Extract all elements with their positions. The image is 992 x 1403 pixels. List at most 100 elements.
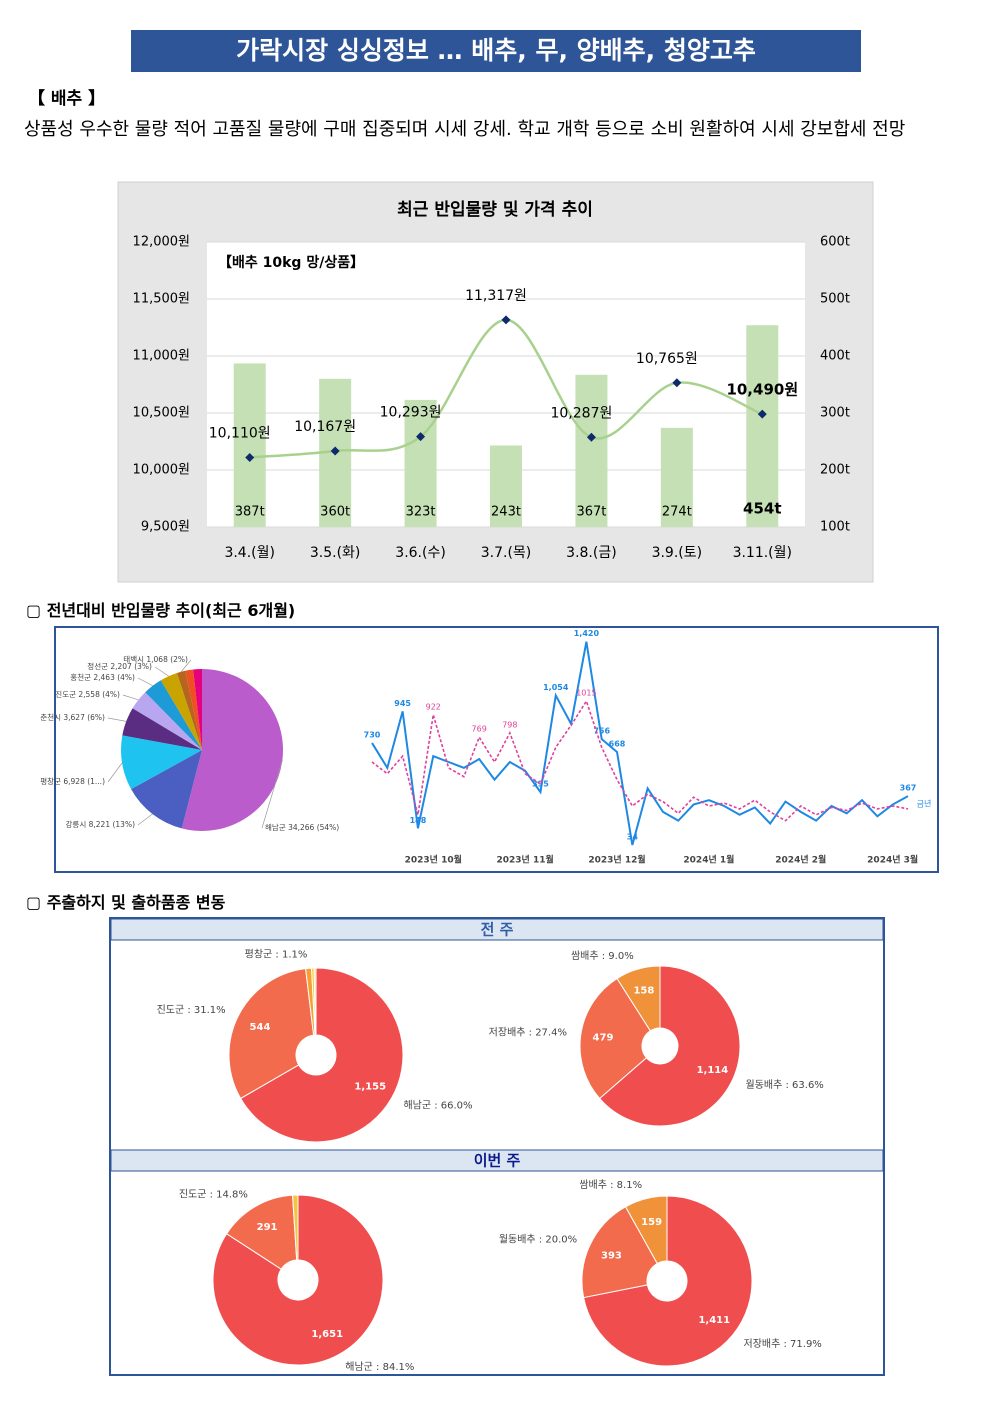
- donut-slice: [616, 965, 661, 1032]
- section-text: 상품성 우수한 물량 적어 고품질 물량에 구매 집중되며 시세 강세. 학교 …: [24, 119, 906, 140]
- price-marker: [757, 409, 767, 419]
- slice-label: 진도군 : 14.8%: [179, 1189, 248, 1201]
- leader-line: [122, 694, 139, 701]
- y-tick-label: 9,500원: [141, 520, 190, 535]
- y2-tick-label: 200t: [820, 463, 850, 478]
- bar: [746, 325, 779, 527]
- bar-label: 323t: [406, 505, 436, 520]
- pie-slice: [160, 672, 202, 750]
- bar-label: 454t: [743, 500, 781, 518]
- point-label: 945: [394, 699, 411, 708]
- y-tick-label: 10,000원: [133, 463, 190, 478]
- point-label: 148: [410, 816, 427, 825]
- annotation: 【배추 10kg 망/상품】: [218, 254, 364, 271]
- bar-label: 387t: [235, 505, 265, 520]
- bar: [404, 399, 437, 527]
- x-tick-label: 3.6.(수): [395, 545, 446, 561]
- donut-slice: [598, 965, 741, 1127]
- bar: [490, 445, 522, 527]
- slice-value: 1,114: [697, 1065, 729, 1076]
- donut-slice: [212, 1194, 384, 1366]
- price-label: 10,110원: [209, 425, 271, 441]
- series-line: [371, 699, 909, 822]
- y-tick-label: 11,000원: [133, 349, 190, 364]
- pie-slice: [145, 680, 202, 750]
- x-tick-label: 3.4.(월): [224, 545, 275, 561]
- slice-label: 저장배추 : 71.9%: [744, 1338, 822, 1350]
- point-label: 34: [627, 833, 639, 842]
- slice-label: 진도군 2,558 (4%): [55, 689, 120, 699]
- leader-line: [107, 762, 123, 783]
- point-label: 756: [593, 727, 610, 736]
- leader-line: [261, 760, 283, 829]
- price-marker: [672, 378, 682, 388]
- slice-label: 쌈배추 : 9.0%: [571, 950, 634, 962]
- point-label: 1,420: [574, 629, 600, 638]
- y2-tick-label: 300t: [820, 406, 850, 421]
- price-marker: [245, 452, 255, 462]
- x-tick-label: 3.11.(월): [733, 545, 792, 561]
- y2-tick-label: 600t: [820, 235, 850, 250]
- y2-tick-label: 500t: [820, 292, 850, 307]
- x-tick-label: 3.7.(목): [481, 545, 532, 561]
- slice-label: 쌈배추 : 8.1%: [579, 1179, 642, 1191]
- point-label: 668: [609, 740, 626, 749]
- x-tick-label: 2023년 10월: [405, 854, 462, 866]
- point-label: 730: [364, 730, 381, 739]
- panel-header: [110, 918, 884, 941]
- series-line: [371, 641, 909, 846]
- slice-value: 1,411: [698, 1315, 730, 1326]
- point-label: 367: [900, 784, 917, 793]
- donut-slice: [239, 967, 404, 1143]
- x-tick-label: 2023년 11월: [497, 854, 554, 866]
- bar: [575, 374, 608, 527]
- slice-label: 해남군 : 84.1%: [345, 1360, 414, 1373]
- price-label: 10,287원: [550, 405, 612, 421]
- pie-slice: [185, 669, 202, 750]
- slice-value: 1,651: [311, 1329, 343, 1340]
- donut-slice: [225, 1194, 298, 1270]
- bar: [233, 363, 266, 527]
- pie-slice: [193, 669, 202, 750]
- slice-label: 정선군 2,207 (3%): [87, 661, 152, 671]
- bar: [660, 427, 693, 527]
- slice-label: 진도군 : 31.1%: [157, 1004, 226, 1016]
- price-label: 10,765원: [636, 351, 698, 367]
- section-heading: 【 배추 】: [28, 89, 106, 109]
- bar-label: 243t: [491, 505, 521, 520]
- x-tick-label: 3.8.(금): [566, 545, 617, 561]
- y2-tick-label: 100t: [820, 520, 850, 535]
- leader-line: [107, 717, 127, 722]
- title-banner: 가락시장 싱싱정보 … 배추, 무, 양배추, 청양고추: [131, 30, 861, 72]
- bar-label: 274t: [662, 505, 692, 520]
- series-name: 금년: [917, 799, 932, 809]
- point-label: 1,054: [543, 683, 569, 692]
- slice-value: 1,155: [354, 1081, 386, 1092]
- donut-slice: [583, 1195, 753, 1367]
- slice-label: 해남군 : 66.0%: [403, 1099, 472, 1112]
- slice-label: 저장배추 : 27.4%: [489, 1026, 567, 1038]
- x-tick-label: 2024년 1월: [683, 854, 734, 866]
- price-marker: [330, 446, 340, 456]
- panel-title: 이번 주: [474, 1152, 521, 1170]
- slice-value: 291: [257, 1222, 278, 1233]
- point-label: 1015: [576, 689, 596, 698]
- leader-line: [137, 677, 153, 687]
- slice-label: 해남군 34,266 (54%): [265, 822, 339, 832]
- slice-label: 홍천군 2,463 (4%): [70, 672, 135, 682]
- x-tick-label: 2023년 12월: [588, 854, 645, 866]
- y-tick-label: 11,500원: [133, 292, 190, 307]
- slice-value: 479: [593, 1033, 614, 1044]
- donut-slice: [228, 968, 315, 1100]
- panel-header: [110, 1149, 884, 1172]
- bar-label: 367t: [576, 505, 606, 520]
- pie-slice: [181, 669, 283, 831]
- price-label: 11,317원: [465, 288, 527, 304]
- subheading: ▢ 전년대비 반입물량 추이(최근 6개월): [26, 601, 296, 620]
- slice-label: 월동배추 : 20.0%: [499, 1233, 577, 1245]
- x-tick-label: 3.9.(토): [652, 545, 703, 561]
- point-label: 922: [426, 702, 441, 711]
- slice-value: 393: [601, 1250, 622, 1261]
